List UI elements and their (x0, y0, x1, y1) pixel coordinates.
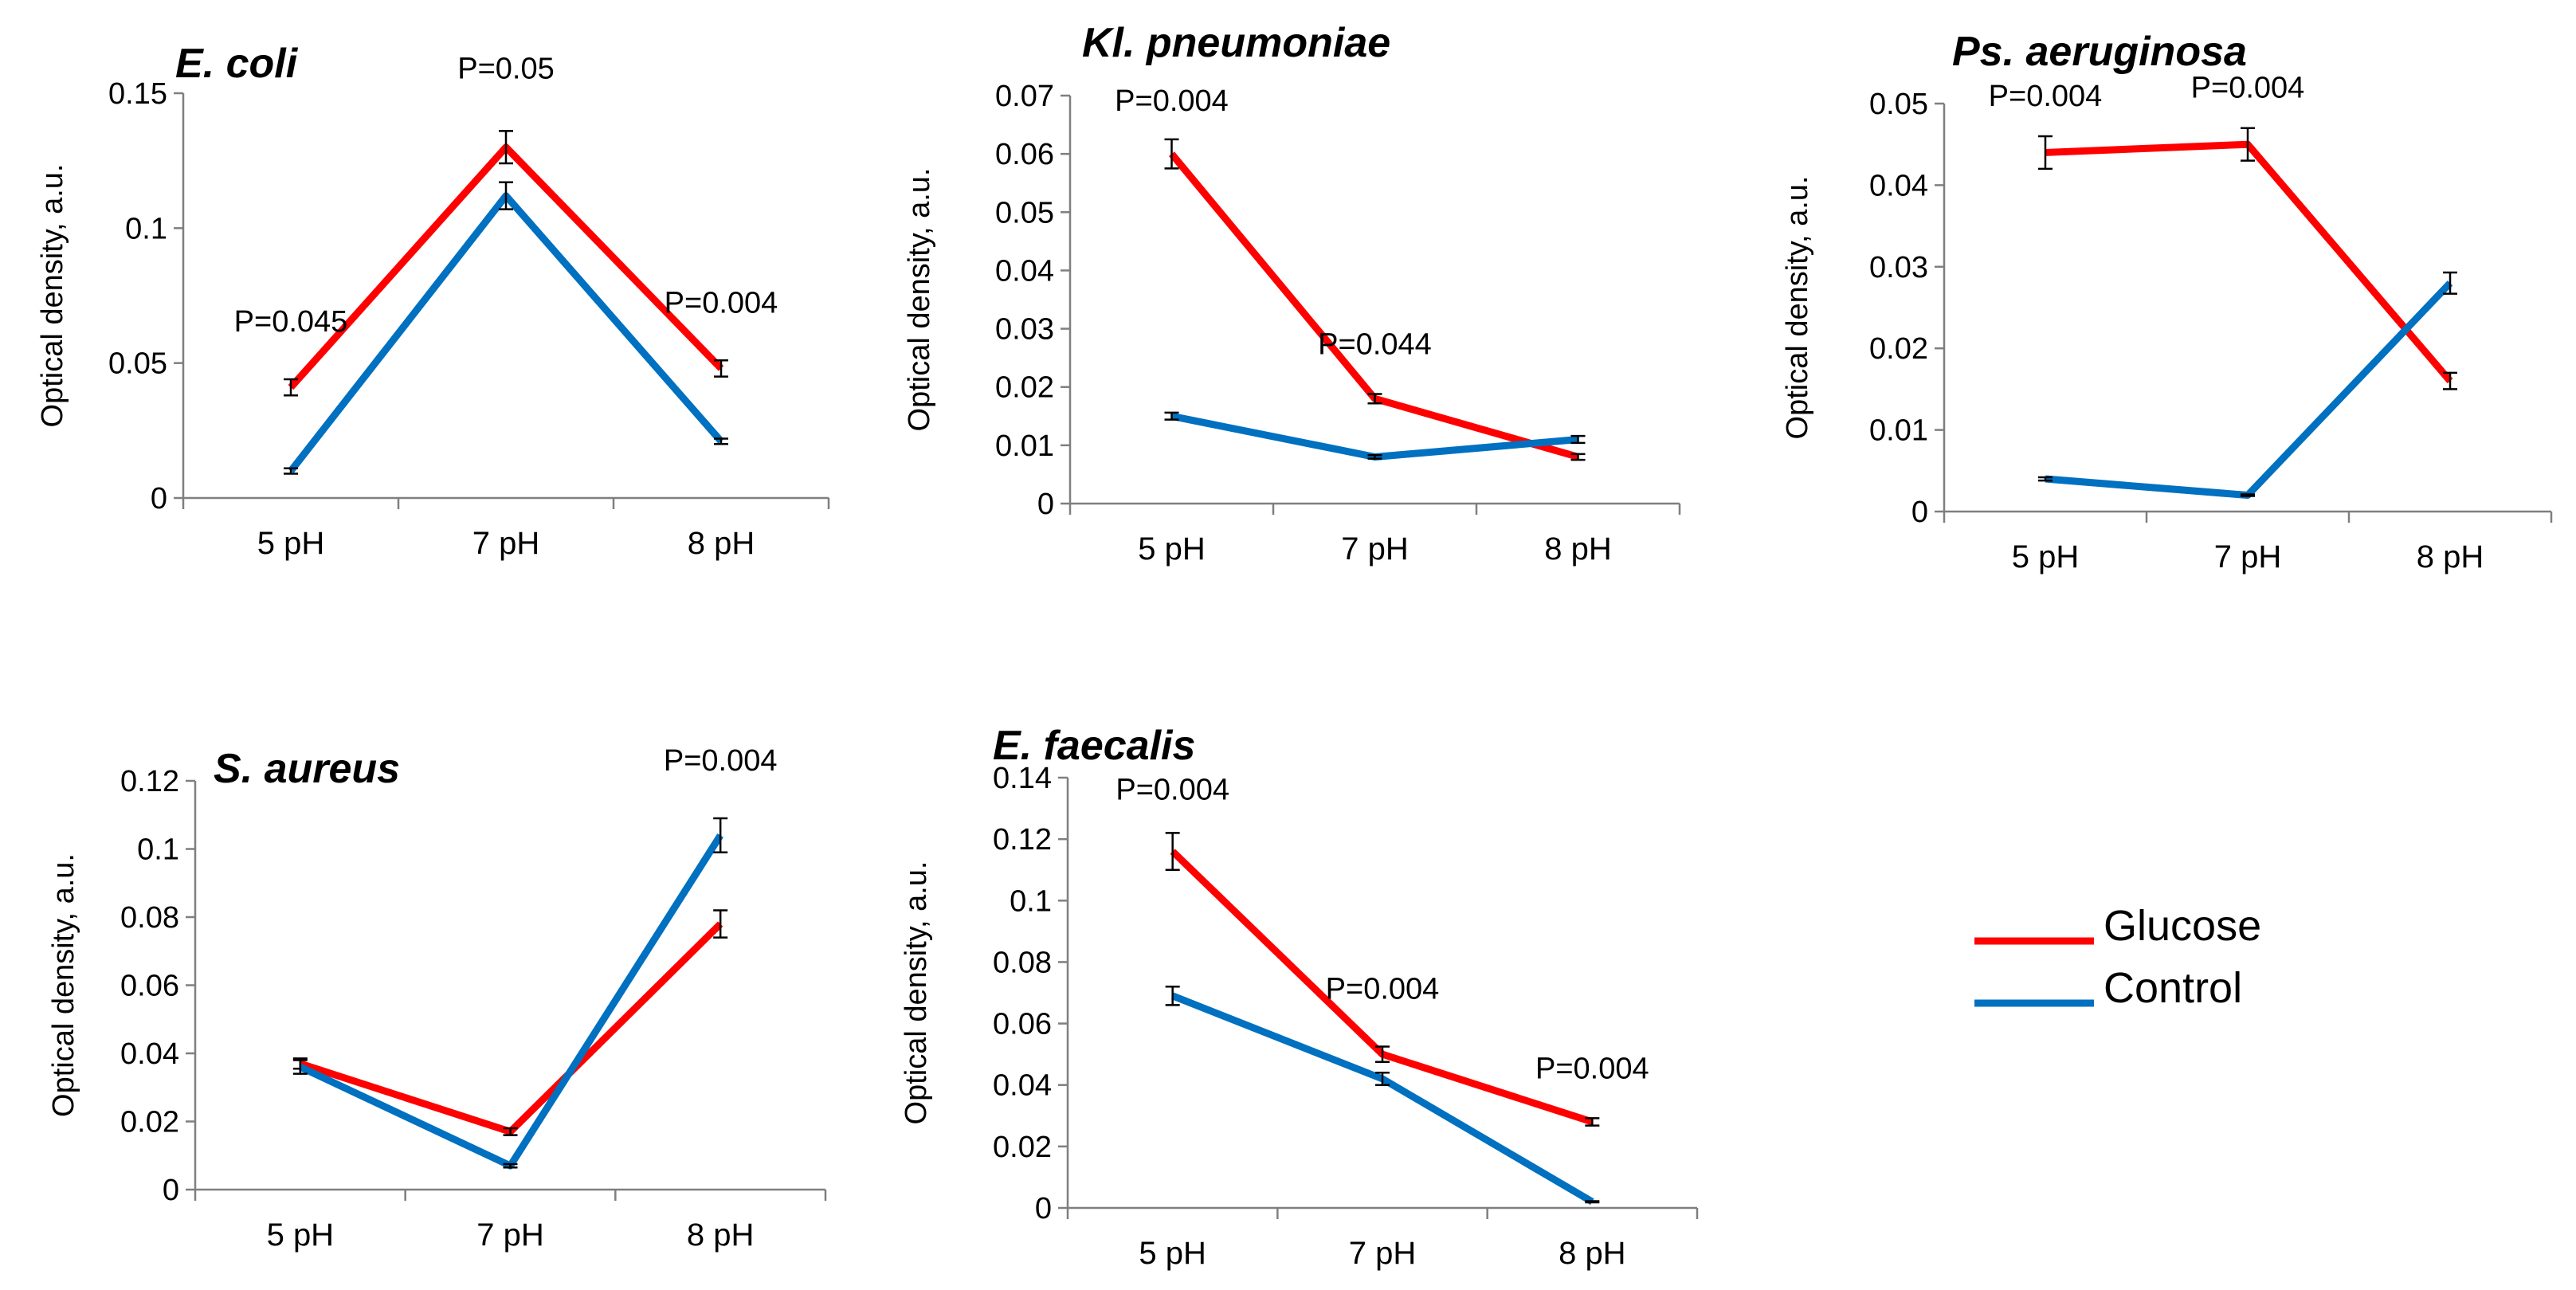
y-tick-label: 0.03 (995, 313, 1054, 347)
y-axis-label: Optical density, a.u. (1781, 176, 1814, 440)
y-tick-label: 0 (1035, 1192, 1052, 1225)
y-tick-label: 0.04 (995, 254, 1054, 288)
y-tick-label: 0.1 (125, 212, 167, 245)
chart-title: Ps. aeruginosa (1952, 29, 2247, 75)
chart-title: E. coli (175, 41, 299, 87)
y-tick-label: 0.04 (993, 1069, 1052, 1103)
y-tick-label: 0.06 (993, 1008, 1052, 1041)
y-axis-label: Optical density, a.u. (900, 861, 933, 1125)
p-value-annotation: P=0.004 (1989, 80, 2103, 113)
x-tick-label: 5 pH (267, 1217, 335, 1253)
p-value-annotation: P=0.004 (1115, 773, 1229, 806)
y-tick-label: 0 (1911, 496, 1928, 529)
p-value-annotation: P=0.004 (1326, 973, 1440, 1006)
x-tick-label: 5 pH (257, 526, 325, 561)
y-tick-label: 0.08 (120, 901, 179, 935)
y-tick-label: 0.01 (995, 429, 1054, 463)
y-tick-label: 0.02 (120, 1106, 179, 1139)
legend: Glucose Control (1974, 902, 2261, 1012)
y-tick-label: 0.04 (1869, 169, 1928, 202)
chart-panel-0: 0 0.05 0.1 0.15 5 pH 7 pH 8 pH Optical density,… (36, 41, 830, 561)
x-tick-label: 7 pH (1349, 1236, 1417, 1271)
chart-title: E. faecalis (993, 723, 1195, 769)
p-value-annotation: P=0.004 (2191, 72, 2305, 105)
y-tick-label: 0.12 (120, 765, 179, 798)
p-value-annotation: P=0.004 (665, 286, 778, 320)
y-axis-label: Optical density, a.u. (903, 168, 936, 432)
y-tick-label: 0.05 (108, 347, 167, 381)
p-value-annotation: P=0.004 (1115, 84, 1229, 118)
y-tick-label: 0.04 (120, 1037, 179, 1071)
p-value-annotation: P=0.044 (1318, 327, 1432, 361)
chart-panel-1: 0 0.01 0.02 0.03 0.04 0.05 0.06 0.07 5 pH 7 pH 8 p… (903, 20, 1681, 567)
chart-title: S. aureus (214, 746, 400, 792)
x-tick-label: 7 pH (2214, 539, 2282, 574)
x-tick-label: 8 pH (2417, 539, 2484, 574)
y-tick-label: 0 (151, 482, 167, 516)
y-tick-label: 0.07 (995, 80, 1054, 113)
p-value-annotation: P=0.004 (1535, 1052, 1649, 1085)
x-tick-label: 8 pH (1559, 1236, 1626, 1271)
y-axis-label: Optical density, a.u. (36, 164, 69, 428)
y-tick-label: 0.08 (993, 946, 1052, 979)
y-tick-label: 0.05 (1869, 88, 1928, 121)
x-tick-label: 7 pH (1341, 531, 1409, 567)
x-tick-label: 8 pH (687, 1217, 755, 1253)
chart-title: Kl. pneumoniae (1082, 20, 1390, 66)
p-value-annotation: P=0.045 (234, 305, 348, 339)
y-tick-label: 0 (1037, 488, 1054, 521)
y-tick-label: 0.05 (995, 196, 1054, 229)
y-tick-label: 0.02 (993, 1131, 1052, 1164)
y-tick-label: 0.01 (1869, 414, 1928, 448)
series-line-control (298, 833, 723, 1170)
y-tick-label: 0.03 (1869, 251, 1928, 284)
y-axis-label: Optical density, a.u. (47, 853, 80, 1117)
x-tick-label: 8 pH (688, 526, 755, 561)
y-tick-label: 0.15 (108, 77, 167, 111)
chart-panel-4: 0 0.02 0.04 0.06 0.08 0.1 0.12 0.14 5 pH 7 pH 8 pH… (900, 723, 1699, 1271)
p-value-annotation: P=0.05 (457, 52, 555, 85)
y-tick-label: 0.06 (120, 970, 179, 1003)
y-tick-label: 0.1 (137, 833, 179, 867)
y-tick-label: 0.12 (993, 823, 1052, 857)
y-tick-label: 0 (163, 1174, 179, 1207)
legend-label-control: Control (2104, 964, 2242, 1012)
y-tick-label: 0.14 (993, 762, 1052, 795)
legend-label-glucose: Glucose (2104, 902, 2261, 950)
y-tick-label: 0.06 (995, 138, 1054, 171)
series-line-glucose (1169, 151, 1579, 461)
y-tick-label: 0.02 (1869, 332, 1928, 366)
x-tick-label: 7 pH (476, 1217, 544, 1253)
x-tick-label: 5 pH (1139, 1236, 1206, 1271)
p-value-annotation: P=0.004 (664, 744, 778, 778)
y-tick-label: 0.02 (995, 371, 1054, 405)
chart-panel-3: 0 0.02 0.04 0.06 0.08 0.1 0.12 5 pH 7 pH 8 pH Opti… (47, 744, 827, 1253)
series-line-control (288, 192, 724, 473)
x-tick-label: 5 pH (1138, 531, 1206, 567)
x-tick-label: 8 pH (1544, 531, 1612, 567)
x-tick-label: 7 pH (472, 526, 540, 561)
chart-panel-2: 0 0.01 0.02 0.03 0.04 0.05 5 pH 7 pH 8 pH Optical… (1781, 29, 2553, 574)
x-tick-label: 5 pH (2012, 539, 2080, 574)
y-tick-label: 0.1 (1010, 884, 1052, 918)
